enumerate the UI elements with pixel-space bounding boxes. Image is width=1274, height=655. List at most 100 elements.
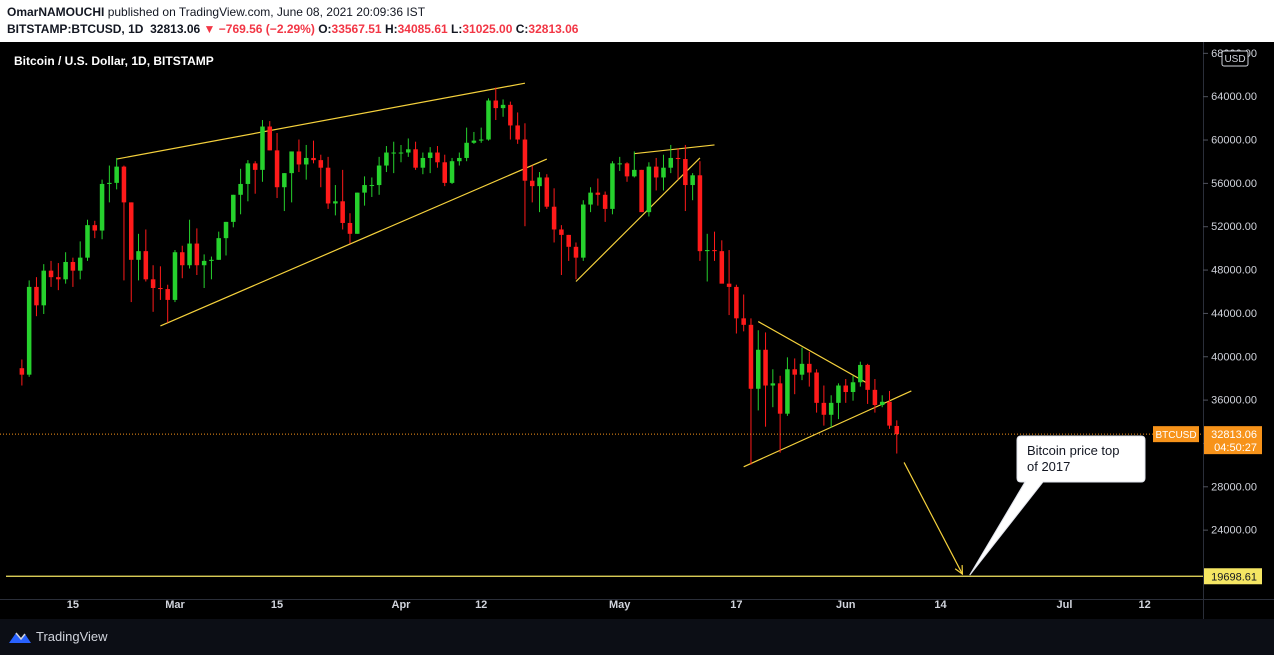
trendline[interactable] <box>116 82 526 160</box>
trendline[interactable] <box>634 144 715 155</box>
candle-body <box>398 152 404 154</box>
candle <box>770 369 776 408</box>
candle-body <box>551 206 557 230</box>
callout-line-2: of 2017 <box>1027 459 1070 474</box>
candle-body <box>449 161 455 183</box>
candle-body <box>624 163 630 177</box>
candle-body <box>471 140 477 143</box>
candle-body <box>238 183 243 195</box>
arrow-line[interactable] <box>903 462 963 575</box>
candle <box>274 133 280 199</box>
candle <box>391 141 396 174</box>
candle-body <box>486 100 491 140</box>
candle <box>712 231 717 261</box>
candle <box>201 254 207 288</box>
candle <box>486 98 491 141</box>
candle-body <box>668 157 674 168</box>
candle <box>347 213 353 244</box>
candle <box>34 277 39 317</box>
candle <box>63 252 68 284</box>
candle <box>70 257 76 287</box>
candle <box>661 154 666 191</box>
candle-body <box>712 250 717 252</box>
currency-badge[interactable]: USD <box>1221 50 1249 67</box>
candle-body <box>770 383 776 386</box>
candle <box>508 101 513 140</box>
candle-body <box>325 167 331 204</box>
level-tag-value: 19698.61 <box>1211 571 1257 583</box>
candle-body <box>726 283 732 287</box>
x-axis-label: Apr <box>392 599 412 611</box>
candle <box>158 266 163 300</box>
level-tag: 19698.61 <box>1204 568 1262 585</box>
trendline[interactable] <box>743 390 912 468</box>
candle <box>675 148 681 180</box>
candle <box>362 176 367 206</box>
tradingview-logo[interactable]: TradingView <box>8 629 108 644</box>
candle-body <box>311 157 316 161</box>
candle-body <box>683 159 688 186</box>
candle-body <box>850 382 856 393</box>
candle-body <box>107 182 112 184</box>
candle-body <box>602 194 608 209</box>
candle-body <box>464 142 469 158</box>
candle <box>894 420 900 454</box>
candle-body <box>391 152 396 154</box>
candle <box>333 185 338 216</box>
candle-body <box>792 369 797 375</box>
symbol-tag-bg <box>1153 426 1199 443</box>
candle <box>398 144 404 163</box>
candle <box>843 379 849 403</box>
author-name[interactable]: OmarNAMOUCHI <box>7 5 105 19</box>
candle <box>252 161 258 194</box>
candle <box>369 177 375 197</box>
candle <box>872 379 878 413</box>
y-axis-tick <box>1203 399 1208 401</box>
candle-body <box>573 246 579 258</box>
candle <box>807 351 812 387</box>
trendline[interactable] <box>757 321 868 384</box>
y-axis-label: 24000.00 <box>1211 525 1257 537</box>
candle <box>719 240 725 284</box>
candle <box>413 141 418 170</box>
y-axis-tick <box>1203 529 1208 531</box>
candle <box>143 229 149 282</box>
candle <box>449 157 455 184</box>
candle <box>610 161 615 215</box>
candle <box>493 87 499 121</box>
candle <box>238 168 243 215</box>
price-change: −769.56 (−2.29%) <box>218 22 315 36</box>
currency-label: USD <box>1224 54 1245 65</box>
trendline[interactable] <box>575 157 701 282</box>
x-axis-label: Jun <box>836 599 856 611</box>
candle-body <box>807 363 812 373</box>
candle <box>41 264 47 314</box>
candle <box>325 156 331 209</box>
candle <box>180 245 185 279</box>
candle-body <box>595 192 601 195</box>
candle-body <box>136 251 141 260</box>
callout-shape <box>969 435 1146 576</box>
candle <box>887 390 892 429</box>
candle <box>646 162 652 217</box>
x-axis-label: 12 <box>1139 599 1151 611</box>
candle <box>704 233 710 282</box>
candle <box>209 256 214 280</box>
y-axis-label: 44000.00 <box>1211 308 1257 320</box>
candle-body <box>653 166 659 178</box>
candle <box>799 347 805 381</box>
candle-body <box>814 372 819 403</box>
candle-body <box>544 177 550 207</box>
y-axis-label: 48000.00 <box>1211 265 1257 277</box>
candle <box>85 219 90 261</box>
open-label: O: <box>318 22 332 36</box>
candle-body <box>704 250 710 252</box>
candle-body <box>180 252 185 266</box>
trendline[interactable] <box>160 158 548 327</box>
candle-body <box>150 279 156 288</box>
arrow-head-icon <box>954 565 964 576</box>
